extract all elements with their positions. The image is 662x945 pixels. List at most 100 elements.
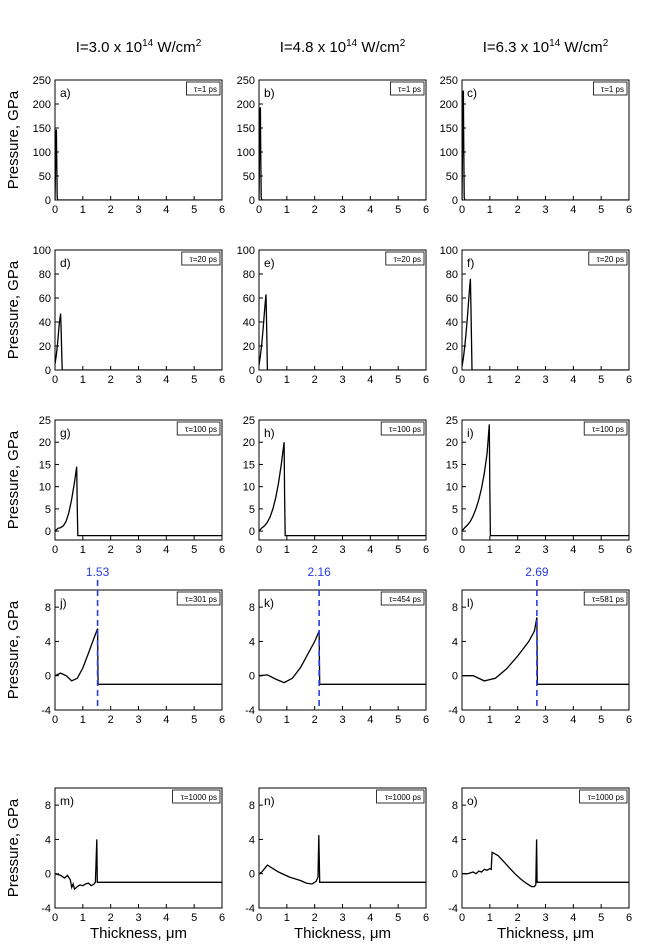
x-tick-label: 0	[459, 204, 465, 216]
y-tick-label: 0	[452, 526, 458, 538]
panel: 0 1 2 3 4 5 6 0 50 100 150 200 250 b) τ=1 ps	[237, 75, 429, 216]
x-tick-label: 5	[395, 714, 401, 726]
panel: 0 1 2 3 4 5 6 0 5 10 15 20 25 g) τ=100 ps	[39, 415, 225, 556]
tau-label: τ=1000 ps	[181, 793, 217, 802]
x-tick-label: 0	[459, 544, 465, 556]
panel-label: k)	[264, 596, 274, 610]
y-tick-label: 15	[39, 459, 51, 471]
series-line	[259, 294, 426, 370]
x-tick-label: 3	[339, 374, 345, 386]
panel-label: n)	[264, 794, 275, 808]
series-line	[259, 442, 426, 537]
x-tick-label: 2	[515, 374, 521, 386]
series-line	[55, 466, 222, 537]
x-tick-label: 5	[598, 204, 604, 216]
y-tick-label: 100	[33, 147, 51, 159]
y-tick-label: 25	[39, 415, 51, 427]
y-tick-label: 0	[45, 365, 51, 377]
y-tick-label: -4	[245, 903, 255, 915]
y-tick-label: 0	[249, 365, 255, 377]
x-tick-label: 4	[367, 374, 373, 386]
y-tick-label: 80	[446, 269, 458, 281]
series-line	[462, 90, 629, 200]
panel: 0 1 2 3 4 5 6 0 50 100 150 200 250 c) τ=1 ps	[440, 75, 632, 216]
tau-box	[380, 421, 425, 436]
y-tick-label: 4	[452, 834, 458, 846]
plot-frame	[54, 249, 223, 371]
panel-label: e)	[264, 256, 275, 270]
y-tick-label: 0	[249, 526, 255, 538]
x-tick-label: 6	[626, 912, 632, 924]
plot-frame	[54, 419, 223, 541]
y-tick-label: 0	[45, 671, 51, 683]
x-tick-label: 6	[423, 374, 429, 386]
y-axis-label: Pressure, GPa	[5, 260, 22, 359]
y-tick-label: 0	[249, 671, 255, 683]
x-tick-label: 2	[515, 714, 521, 726]
y-tick-label: 60	[39, 293, 51, 305]
x-tick-label: 3	[135, 544, 141, 556]
x-tick-label: 3	[339, 714, 345, 726]
tau-box	[583, 421, 628, 436]
y-tick-label: 60	[243, 293, 255, 305]
y-tick-label: 8	[45, 800, 51, 812]
y-tick-label: 20	[446, 341, 458, 353]
x-tick-label: 6	[423, 204, 429, 216]
x-tick-label: 2	[108, 714, 114, 726]
marker-label: 1.53	[86, 565, 110, 579]
x-tick-label: 2	[108, 374, 114, 386]
x-tick-label: 1	[80, 544, 86, 556]
x-tick-label: 4	[367, 912, 373, 924]
y-tick-label: 60	[446, 293, 458, 305]
x-tick-label: 6	[626, 204, 632, 216]
y-axis-label: Pressure, GPa	[5, 798, 22, 897]
x-tick-label: 1	[80, 374, 86, 386]
series-line	[462, 424, 629, 537]
x-tick-label: 1	[284, 374, 290, 386]
column-header: I=4.8 x 1014 W/cm2	[280, 38, 406, 56]
tau-box	[389, 81, 425, 96]
panel-label: c)	[467, 86, 477, 100]
tau-box	[579, 789, 628, 804]
x-tick-label: 5	[395, 544, 401, 556]
x-tick-label: 2	[515, 912, 521, 924]
x-tick-label: 1	[80, 912, 86, 924]
x-tick-label: 6	[626, 544, 632, 556]
y-tick-label: 25	[446, 415, 458, 427]
x-tick-label: 0	[256, 374, 262, 386]
tau-label: τ=100 ps	[592, 425, 624, 434]
y-tick-label: 40	[446, 317, 458, 329]
x-axis-label: Thickness, μm	[497, 925, 594, 942]
panel-label: i)	[467, 426, 474, 440]
plot-frame	[54, 589, 223, 711]
x-tick-label: 2	[515, 204, 521, 216]
panel: 0 1 2 3 4 5 6 0 5 10 15 20 25 i) τ=100 ps	[446, 415, 632, 556]
plot-frame	[461, 589, 630, 711]
x-tick-label: 0	[459, 912, 465, 924]
tau-box	[176, 591, 221, 606]
x-tick-label: 3	[542, 912, 548, 924]
x-tick-label: 4	[570, 544, 576, 556]
y-tick-label: 0	[45, 869, 51, 881]
x-tick-label: 4	[163, 912, 169, 924]
y-tick-label: -4	[41, 903, 51, 915]
column-header: I=6.3 x 1014 W/cm2	[483, 38, 609, 56]
tau-box	[385, 251, 425, 266]
y-tick-label: -4	[245, 705, 255, 717]
tau-box	[181, 251, 221, 266]
y-tick-label: 200	[33, 99, 51, 111]
x-tick-label: 6	[219, 544, 225, 556]
plot-frame	[54, 79, 223, 201]
series-line	[55, 313, 222, 370]
y-tick-label: 50	[39, 171, 51, 183]
x-axis-label: Thickness, μm	[294, 925, 391, 942]
x-tick-label: 5	[598, 714, 604, 726]
x-tick-label: 5	[598, 374, 604, 386]
x-tick-label: 3	[135, 912, 141, 924]
y-tick-label: 200	[440, 99, 458, 111]
y-tick-label: 0	[452, 671, 458, 683]
x-tick-label: 6	[423, 912, 429, 924]
y-axis-label: Pressure, GPa	[5, 90, 22, 189]
